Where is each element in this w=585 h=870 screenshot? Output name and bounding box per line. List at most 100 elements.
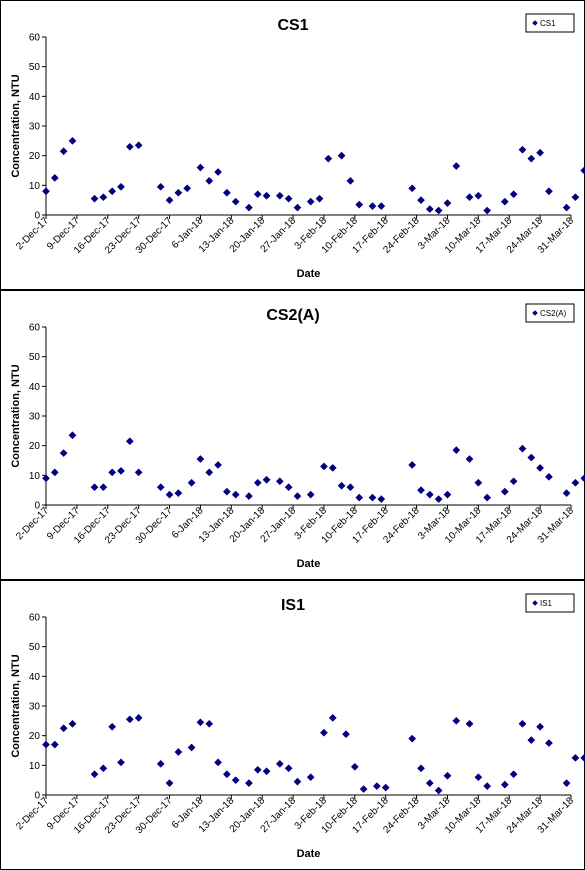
data-point <box>108 187 117 196</box>
data-point <box>59 147 68 156</box>
data-point <box>536 722 545 731</box>
data-point <box>42 474 50 483</box>
data-point <box>174 188 183 197</box>
data-point <box>408 734 417 743</box>
data-point <box>90 770 99 779</box>
data-point <box>293 492 302 501</box>
data-point <box>368 493 377 502</box>
data-point <box>571 753 580 762</box>
data-point <box>99 193 108 202</box>
data-point <box>434 786 443 795</box>
data-point <box>425 205 434 214</box>
data-point <box>509 770 518 779</box>
data-point <box>253 765 262 774</box>
data-point <box>293 203 302 212</box>
data-point <box>580 753 585 762</box>
y-tick-label: 20 <box>29 731 41 742</box>
data-point <box>425 779 434 788</box>
data-point <box>346 176 355 185</box>
data-point <box>156 182 165 191</box>
data-point <box>306 490 315 499</box>
chart-panel-cs2-a: CS2(A) 0 10 20 30 40 50 60 2-Dec-17 9-Dec-17 16-De… <box>0 290 585 580</box>
data-point <box>465 193 474 202</box>
data-point <box>205 176 214 185</box>
chart-svg-cs1: CS101020304050602-Dec-179-Dec-1716-Dec-1… <box>0 0 585 290</box>
data-point <box>425 490 434 499</box>
chart-border <box>0 0 585 290</box>
data-point <box>125 437 134 446</box>
data-point <box>231 776 240 785</box>
data-point <box>214 168 223 176</box>
data-point <box>134 141 143 150</box>
y-tick-label: 20 <box>29 441 41 452</box>
data-point <box>377 202 386 211</box>
data-point <box>483 782 492 791</box>
data-point <box>196 163 205 172</box>
y-axis-title: Concentration, NTU <box>10 74 22 177</box>
data-point <box>284 194 293 203</box>
data-point <box>108 468 117 477</box>
data-point <box>183 184 192 193</box>
chart-panel-is1: IS1 0 10 20 30 40 50 60 2-Dec-17 9-Dec-17 16-Dec-1… <box>0 580 585 870</box>
y-tick-label: 30 <box>29 412 41 423</box>
data-point <box>174 748 183 756</box>
legend: IS1 <box>525 593 575 613</box>
chart-panel-cs1: CS1 0 10 20 30 40 50 60 2-Dec-17 9-Dec-17 16-Dec-1… <box>0 0 585 290</box>
data-point <box>500 780 509 789</box>
data-point <box>417 764 425 773</box>
data-point <box>483 493 492 502</box>
data-point <box>156 483 165 492</box>
data-point <box>165 196 174 205</box>
data-point <box>196 718 205 727</box>
data-point <box>350 762 359 771</box>
data-point <box>500 197 509 206</box>
legend: CS2(A) <box>525 303 575 323</box>
data-point <box>187 743 196 752</box>
data-point <box>355 200 364 209</box>
data-point <box>68 431 77 440</box>
chart-title: IS1 <box>281 597 305 614</box>
legend-marker <box>532 20 538 26</box>
data-point <box>518 719 527 728</box>
data-point <box>50 173 59 182</box>
data-point <box>262 191 271 200</box>
y-tick-label: 40 <box>29 92 41 103</box>
data-point <box>434 206 443 215</box>
data-point <box>443 199 452 208</box>
data-point <box>134 713 143 722</box>
y-tick-label: 50 <box>29 352 41 363</box>
data-point <box>90 194 99 203</box>
data-point <box>377 495 386 504</box>
data-point <box>544 739 553 748</box>
data-point <box>328 463 337 472</box>
data-point <box>328 713 337 722</box>
y-tick-label: 40 <box>29 382 41 393</box>
y-tick-label: 30 <box>29 702 41 713</box>
data-point <box>518 444 527 453</box>
legend-label: CS2(A) <box>540 309 567 318</box>
data-point <box>284 483 293 492</box>
data-point <box>68 136 77 145</box>
x-axis-title: Date <box>297 268 321 280</box>
y-tick-label: 0 <box>34 211 40 222</box>
data-point <box>368 202 377 211</box>
data-point <box>196 455 205 463</box>
data-point <box>205 719 214 728</box>
y-tick-label: 0 <box>34 791 40 802</box>
data-point <box>443 771 452 780</box>
data-point <box>381 783 390 792</box>
data-point <box>156 759 165 768</box>
data-point <box>443 490 452 499</box>
data-point <box>42 187 50 196</box>
data-point <box>165 779 174 788</box>
data-point <box>483 206 492 215</box>
y-tick-label: 60 <box>29 323 41 334</box>
y-axis-title: Concentration, NTU <box>10 364 22 467</box>
data-point <box>99 483 108 492</box>
chart-title: CS2(A) <box>266 307 319 324</box>
data-point <box>536 148 545 157</box>
data-point <box>452 446 461 455</box>
data-point <box>319 462 328 471</box>
data-point <box>262 475 271 484</box>
chart-title: CS1 <box>277 17 308 34</box>
